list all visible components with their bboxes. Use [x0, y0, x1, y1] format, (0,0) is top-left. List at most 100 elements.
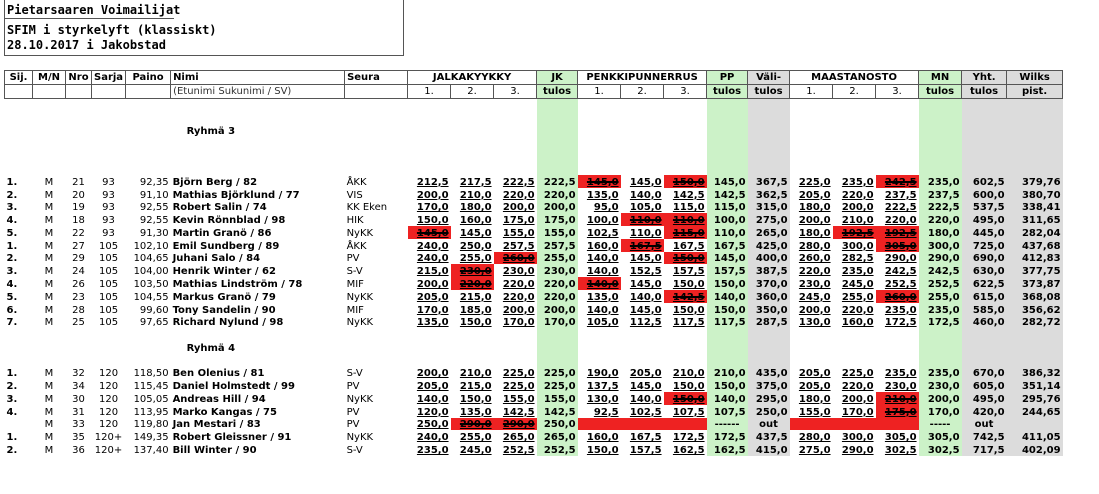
squat-2: 135,0 [459, 406, 492, 418]
weight-class: 120 [98, 393, 119, 405]
bench-3: 107,5 [672, 406, 705, 418]
squat-result: 220,0 [536, 277, 578, 290]
athlete-name: Henrik Winter / 62 [172, 266, 276, 278]
bodyweight: 104,65 [133, 253, 169, 265]
col-jk-a3: 3. [493, 84, 538, 99]
deadlift-2: 220,0 [841, 304, 874, 316]
col-nimi-sub: (Etunimi Sukunimi / SV) [170, 84, 346, 99]
weight-class: 105 [98, 291, 119, 303]
failed-attempt-value: 230,0 [459, 266, 492, 278]
bodyweight: 113,95 [133, 406, 169, 418]
total: 615,0 [961, 289, 1007, 303]
athlete-name: Tony Sandelin / 90 [172, 304, 276, 316]
squat-2: 230,0 [450, 264, 494, 278]
number: 34 [72, 381, 85, 393]
number: 29 [72, 253, 85, 265]
squat-2: 210,0 [459, 189, 492, 201]
subtotal: 425,0 [747, 238, 790, 252]
bench-3: 142,5 [663, 289, 707, 303]
number: 22 [72, 227, 85, 239]
club: MIF [346, 304, 364, 316]
failed-attempt-value: 192,5 [841, 227, 874, 239]
deadlift-result: 242,5 [918, 264, 962, 278]
athlete-name: Mathias Björklund / 77 [172, 189, 300, 201]
bench-result: 145,0 [706, 251, 748, 265]
bench-2 [620, 417, 664, 431]
club: HIK [346, 215, 364, 227]
bench-2: 152,5 [629, 266, 662, 278]
col-ma-a1: 1. [789, 84, 834, 99]
bench-3: 117,5 [672, 317, 705, 329]
gender: M [44, 368, 54, 380]
col-maasta: MAASTANOSTO [789, 70, 920, 85]
deadlift-1: 200,0 [798, 304, 831, 316]
col-pp-a2: 2. [620, 84, 665, 99]
deadlift-2: 192,5 [832, 226, 876, 239]
deadlift-3 [875, 417, 919, 431]
bodyweight: 115,45 [133, 381, 169, 393]
squat-1: 145,0 [407, 226, 451, 239]
header-row-1: Sij. M/N Nro Sarja Paino Nimi Seura JALK… [4, 70, 1064, 85]
number: 31 [72, 406, 85, 418]
col-pp: PP [706, 70, 749, 85]
bench-1: 160,0 [586, 432, 619, 444]
total: 420,0 [961, 404, 1007, 418]
squat-3: 175,0 [502, 215, 535, 227]
deadlift-result: 255,0 [918, 289, 962, 303]
rank: 1. [6, 240, 18, 252]
rank: 3. [6, 202, 18, 214]
club: NyKK [346, 393, 374, 405]
number: 28 [72, 304, 85, 316]
athlete-name: Martin Granö / 86 [172, 227, 272, 239]
gender: M [44, 317, 54, 329]
squat-1: 240,0 [416, 240, 449, 252]
gender: M [44, 381, 54, 393]
bench-2: 112,5 [629, 317, 662, 329]
club: PV [346, 419, 360, 431]
number: 25 [72, 317, 85, 329]
bench-result: 150,0 [706, 277, 748, 290]
deadlift-1: 200,0 [798, 215, 831, 227]
club: S-V [346, 444, 363, 456]
failed-attempt-value: 175,0 [884, 406, 917, 418]
col-ma-a2: 2. [832, 84, 877, 99]
squat-1: 200,0 [416, 189, 449, 201]
failed-attempt-value: 110,0 [629, 215, 662, 227]
number: 26 [72, 278, 85, 290]
col-wilks: Wilks [1006, 70, 1064, 85]
squat-result: 220,0 [536, 289, 578, 303]
col-jk-a2: 2. [450, 84, 495, 99]
group-row: Ryhmä 4 [5, 341, 1063, 354]
squat-1: 240,0 [416, 253, 449, 265]
deadlift-result: ----- [918, 417, 962, 431]
failed-attempt-value: 115,0 [672, 227, 705, 239]
deadlift-3: 235,0 [884, 304, 917, 316]
bench-1: 140,0 [586, 253, 619, 265]
subtotal: 387,5 [747, 264, 790, 278]
number: 35 [72, 432, 85, 444]
deadlift-3: 252,5 [884, 278, 917, 290]
rank: 1. [6, 176, 18, 188]
athlete-name: Mathias Lindström / 78 [172, 278, 303, 290]
deadlift-2: 200,0 [841, 202, 874, 214]
bodyweight: 137,40 [133, 444, 169, 456]
gender: M [44, 393, 54, 405]
bench-result: 140,0 [706, 392, 748, 405]
spacer-row [5, 149, 1063, 163]
deadlift-1: 230,0 [798, 278, 831, 290]
col-vali: Väli- [747, 70, 791, 85]
wilks-points: 282,72 [1006, 315, 1063, 329]
squat-2: 245,0 [459, 444, 492, 456]
squat-result: 175,0 [536, 213, 578, 227]
deadlift-result: 302,5 [918, 443, 962, 456]
deadlift-3: 302,5 [884, 444, 917, 456]
bench-2: 157,5 [629, 444, 662, 456]
bench-2: 110,0 [620, 213, 664, 227]
bench-2: 140,0 [629, 393, 662, 405]
deadlift-1: 280,0 [798, 432, 831, 444]
bench-3: 115,0 [672, 202, 705, 214]
deadlift-result: 305,0 [918, 430, 962, 444]
deadlift-3: 305,0 [884, 432, 917, 444]
athlete-name: Bill Winter / 90 [172, 444, 257, 456]
wilks-points: 311,65 [1006, 213, 1063, 227]
